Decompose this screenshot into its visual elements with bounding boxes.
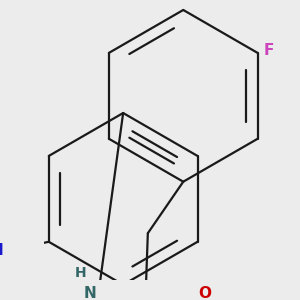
- Text: O: O: [198, 286, 211, 300]
- Text: N: N: [84, 286, 96, 300]
- Text: H: H: [74, 266, 86, 280]
- Text: N: N: [0, 243, 4, 258]
- Text: F: F: [264, 43, 274, 58]
